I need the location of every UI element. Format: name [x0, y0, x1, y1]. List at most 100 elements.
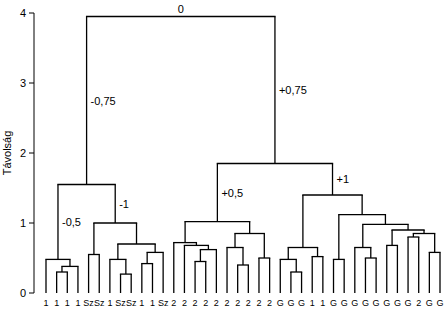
branch	[152, 264, 153, 293]
merge-bar	[291, 271, 302, 272]
branch	[77, 266, 78, 293]
branch	[386, 245, 387, 293]
leaf-label: 1	[310, 298, 315, 308]
merge-bar	[94, 222, 137, 223]
dendrogram	[46, 17, 440, 294]
branch	[361, 195, 362, 215]
branch-annotation: +0,75	[279, 84, 307, 96]
leaf-label: 2	[235, 298, 240, 308]
y-tick	[29, 83, 34, 84]
annotations: -0,75-0,5-1+0,75+0,5+10	[62, 3, 349, 228]
branch	[344, 259, 345, 293]
branch	[338, 215, 339, 260]
merge-bar	[174, 242, 197, 243]
merge-bar	[363, 224, 408, 225]
merge-bar	[408, 236, 419, 237]
leaf-label: G	[394, 298, 401, 308]
merge-bar	[288, 247, 317, 248]
merge-bar	[57, 271, 68, 272]
branch	[258, 258, 259, 293]
branch	[332, 164, 333, 196]
branch	[141, 264, 142, 293]
merge-bar	[355, 247, 371, 248]
merge-bar	[227, 247, 243, 248]
branch	[69, 259, 70, 266]
branch	[93, 223, 94, 255]
branch	[194, 262, 195, 294]
branch	[296, 259, 297, 272]
merge-bar	[110, 259, 126, 260]
branch	[162, 252, 163, 293]
merge-bar	[89, 254, 100, 255]
leaf-label: 1	[43, 298, 48, 308]
branch	[115, 185, 116, 224]
leaf-label: 2	[193, 298, 198, 308]
leaf-label: 1	[75, 298, 80, 308]
branch	[407, 224, 408, 230]
branch	[86, 17, 87, 185]
y-tick-label: 3	[20, 77, 26, 89]
merge-bar	[121, 273, 132, 274]
leaf-label: 2	[256, 298, 261, 308]
merge-bar	[303, 194, 362, 195]
leaf-label: 2	[225, 298, 230, 308]
root-annotation: 0	[178, 3, 184, 15]
branch-annotation: -0,5	[62, 216, 81, 228]
leaf-label: G	[362, 298, 369, 308]
branch	[290, 272, 291, 293]
leaf-label: 2	[267, 298, 272, 308]
leaf-label: G	[287, 298, 294, 308]
branch	[439, 252, 440, 293]
merge-bar	[184, 245, 208, 246]
leaf-label: 2	[182, 298, 187, 308]
leaf-labels: 1111SzSz1SzSz11Sz2222222222GGG11GGGGGGGG…	[43, 298, 443, 308]
y-tick	[29, 13, 34, 14]
merge-bar	[429, 252, 440, 253]
branch	[205, 262, 206, 294]
y-tick-label: 0	[20, 287, 26, 299]
chart: 01234Távolság-0,75-0,5-1+0,75+0,5+101111…	[0, 0, 447, 314]
merge-bar	[195, 261, 206, 262]
merge-bar	[259, 257, 270, 258]
leaf-label: Sz	[83, 298, 94, 308]
leaf-label: Sz	[158, 298, 169, 308]
leaf-label: 2	[203, 298, 208, 308]
merge-bar	[147, 252, 163, 253]
branch	[280, 259, 281, 293]
merge-bar	[339, 214, 386, 215]
leaf-label: G	[330, 298, 337, 308]
leaf-label: G	[298, 298, 305, 308]
branch	[274, 17, 275, 164]
branch	[131, 274, 132, 293]
branch	[391, 230, 392, 245]
branch	[56, 272, 57, 293]
leaf-label: 2	[246, 298, 251, 308]
merge-bar	[185, 221, 250, 222]
y-tick	[29, 153, 34, 154]
branch	[249, 222, 250, 234]
branch	[88, 255, 89, 294]
branch	[136, 223, 137, 244]
branch	[200, 250, 201, 262]
merge-bar	[387, 245, 398, 246]
leaf-label: Sz	[115, 298, 126, 308]
merge-bar	[118, 243, 155, 244]
branch	[302, 195, 303, 248]
leaf-label: Sz	[94, 298, 105, 308]
branch	[418, 237, 419, 293]
branch	[184, 222, 185, 243]
leaf-label: 1	[54, 298, 59, 308]
merge-bar	[365, 257, 376, 258]
leaf-label: 2	[214, 298, 219, 308]
branch	[217, 164, 218, 222]
branch	[385, 215, 386, 225]
branch	[375, 258, 376, 293]
leaf-label: G	[373, 298, 380, 308]
branch	[434, 234, 435, 253]
leaf-label: Sz	[126, 298, 137, 308]
branch	[57, 185, 58, 260]
branch	[99, 255, 100, 294]
branch	[109, 259, 110, 293]
leaf-label: G	[383, 298, 390, 308]
y-tick-label: 2	[20, 147, 26, 159]
